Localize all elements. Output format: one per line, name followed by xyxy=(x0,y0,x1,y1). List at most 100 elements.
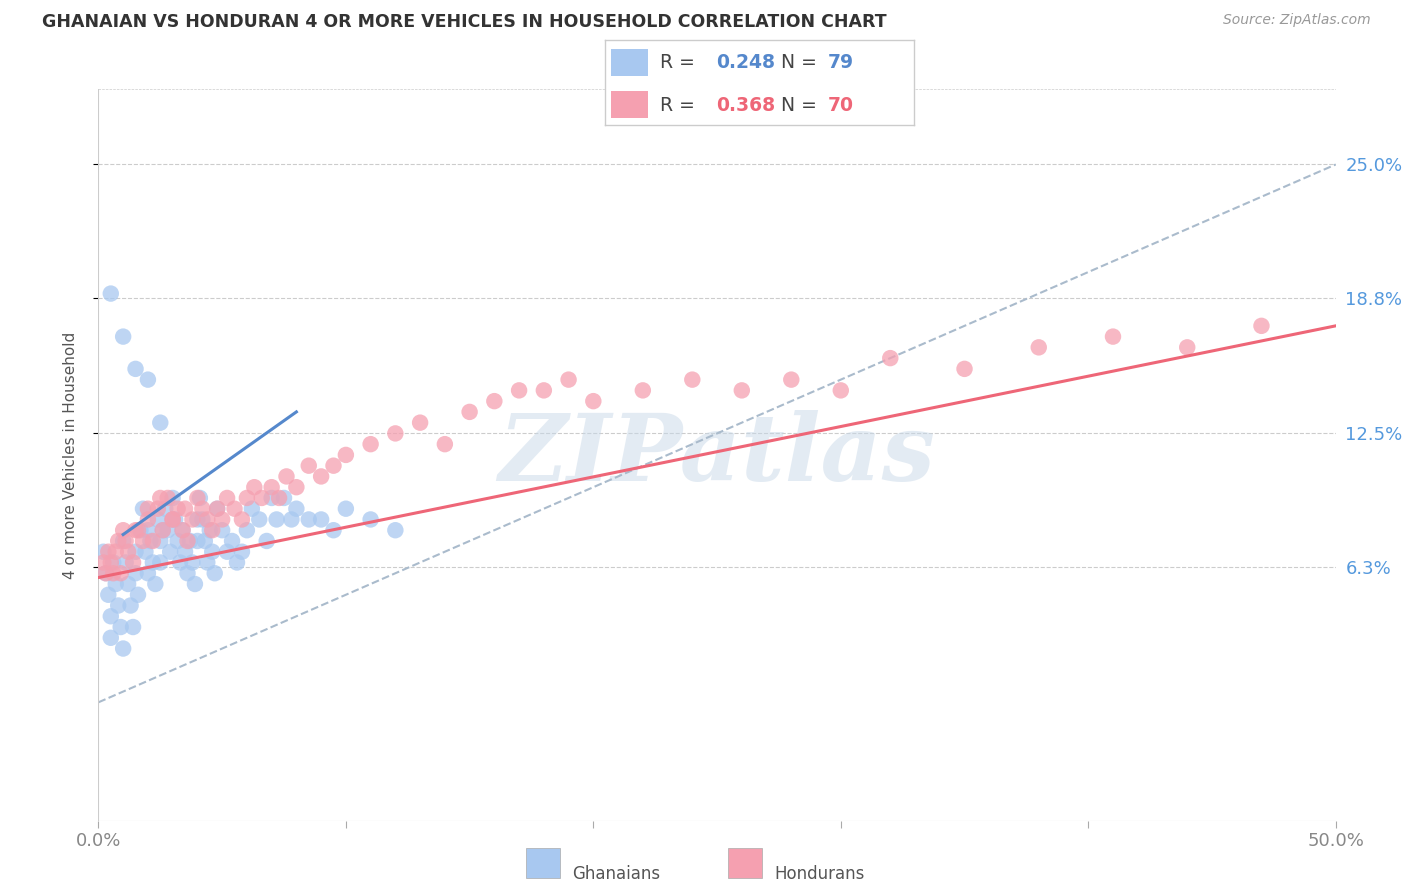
Point xyxy=(104,545,127,559)
Point xyxy=(149,491,172,505)
Point xyxy=(136,566,159,581)
Point xyxy=(127,588,149,602)
Point xyxy=(384,426,406,441)
Point xyxy=(409,416,432,430)
Point xyxy=(285,501,308,516)
Point xyxy=(117,577,139,591)
Text: R =: R = xyxy=(661,95,702,115)
Point xyxy=(879,351,901,365)
Text: Hondurans: Hondurans xyxy=(775,864,865,883)
Point xyxy=(1102,329,1125,343)
Point xyxy=(143,577,166,591)
Point xyxy=(484,394,506,409)
Point xyxy=(188,491,211,505)
Point xyxy=(280,512,302,526)
Point xyxy=(122,620,145,634)
Point xyxy=(162,512,184,526)
Point xyxy=(152,523,174,537)
Text: 0.248: 0.248 xyxy=(716,54,775,72)
Point xyxy=(100,631,122,645)
Point xyxy=(97,588,120,602)
Text: Ghanaians: Ghanaians xyxy=(572,864,661,883)
FancyBboxPatch shape xyxy=(526,848,560,878)
Point xyxy=(149,533,172,548)
Point xyxy=(162,512,184,526)
Point xyxy=(100,286,122,301)
Point xyxy=(93,545,115,559)
Point xyxy=(243,480,266,494)
Text: 70: 70 xyxy=(827,95,853,115)
Point xyxy=(166,501,188,516)
Point xyxy=(176,566,198,581)
Point xyxy=(172,523,194,537)
Point xyxy=(224,501,246,516)
Point xyxy=(186,512,208,526)
Point xyxy=(211,512,233,526)
Point xyxy=(112,329,135,343)
Point xyxy=(433,437,456,451)
Point xyxy=(120,599,142,613)
Point xyxy=(114,556,136,570)
Point xyxy=(166,533,188,548)
Point xyxy=(236,523,259,537)
Point xyxy=(136,523,159,537)
Point xyxy=(226,556,249,570)
Point xyxy=(557,373,579,387)
Point xyxy=(731,384,754,398)
Point xyxy=(780,373,803,387)
Point xyxy=(204,566,226,581)
Point xyxy=(152,523,174,537)
Point xyxy=(384,523,406,537)
Text: N =: N = xyxy=(780,54,823,72)
Point xyxy=(112,533,135,548)
Point xyxy=(309,469,332,483)
Point xyxy=(142,533,165,548)
FancyBboxPatch shape xyxy=(728,848,762,878)
Text: 0.368: 0.368 xyxy=(716,95,775,115)
Point xyxy=(322,523,344,537)
Point xyxy=(195,512,218,526)
Point xyxy=(285,480,308,494)
Point xyxy=(201,523,224,537)
Point xyxy=(162,512,184,526)
Point xyxy=(260,480,283,494)
Point xyxy=(169,556,191,570)
Point xyxy=(309,512,332,526)
Point xyxy=(94,566,117,581)
Text: GHANAIAN VS HONDURAN 4 OR MORE VEHICLES IN HOUSEHOLD CORRELATION CHART: GHANAIAN VS HONDURAN 4 OR MORE VEHICLES … xyxy=(42,13,887,31)
Text: 79: 79 xyxy=(827,54,853,72)
Point xyxy=(155,501,177,516)
Point xyxy=(830,384,852,398)
Point xyxy=(100,609,122,624)
Point xyxy=(127,523,149,537)
Point xyxy=(107,599,129,613)
Point xyxy=(114,533,136,548)
Point xyxy=(142,556,165,570)
Point xyxy=(124,566,146,581)
Point xyxy=(136,512,159,526)
Point xyxy=(156,523,179,537)
Point xyxy=(298,512,321,526)
Point xyxy=(117,545,139,559)
Point xyxy=(191,512,214,526)
FancyBboxPatch shape xyxy=(610,49,648,76)
Point xyxy=(159,545,181,559)
Point xyxy=(93,556,115,570)
Point xyxy=(217,545,239,559)
Point xyxy=(1250,318,1272,333)
Point xyxy=(165,512,187,526)
Point xyxy=(136,373,159,387)
Point xyxy=(103,556,125,570)
Point xyxy=(276,469,298,483)
Point xyxy=(508,384,530,398)
Point xyxy=(582,394,605,409)
Point xyxy=(129,523,152,537)
Point xyxy=(195,556,218,570)
Point xyxy=(156,491,179,505)
Text: Source: ZipAtlas.com: Source: ZipAtlas.com xyxy=(1223,13,1371,28)
Text: N =: N = xyxy=(780,95,823,115)
Point xyxy=(146,501,169,516)
Point xyxy=(631,384,654,398)
Point xyxy=(124,545,146,559)
Point xyxy=(97,545,120,559)
